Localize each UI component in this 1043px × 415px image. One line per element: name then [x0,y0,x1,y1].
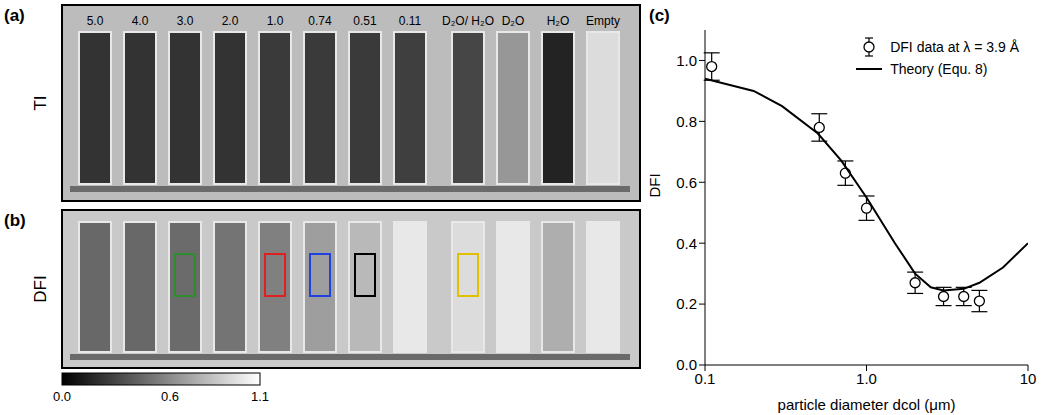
svg-text:0.8: 0.8 [676,113,697,130]
html-text:DFI data at λ = 3.9 Å: DFI data at λ = 3.9 Å [890,39,1019,55]
svg-text:0.0: 0.0 [676,356,697,373]
svg-text:1.0: 1.0 [267,14,284,28]
svg-text:5.0: 5.0 [87,14,104,28]
svg-text:0.1: 0.1 [695,370,716,387]
svg-text:1.1: 1.1 [251,389,269,404]
svg-text:10: 10 [1020,370,1037,387]
svg-text:0.11: 0.11 [399,14,422,28]
svg-text:H₂O: H₂O [547,14,570,28]
svg-text:2.0: 2.0 [222,14,239,28]
svg-text:D₂O/ H₂O: D₂O/ H₂O [442,14,494,28]
svg-text:0.2: 0.2 [676,295,697,312]
html-text:(c): (c) [649,6,670,25]
svg-text:0.74: 0.74 [308,14,332,28]
svg-text:0.0: 0.0 [53,389,71,404]
svg-text:0.6: 0.6 [161,389,179,404]
svg-text:(b): (b) [4,211,26,230]
svg-text:Empty: Empty [586,14,620,28]
html-text:Theory (Equ. 8): Theory (Equ. 8) [890,61,988,77]
svg-text:0.4: 0.4 [676,235,697,252]
svg-text:D₂O: D₂O [502,14,525,28]
svg-text:DFI: DFI [646,173,663,197]
svg-text:0.6: 0.6 [676,174,697,191]
svg-text:3.0: 3.0 [177,14,194,28]
svg-text:0.51: 0.51 [353,14,377,28]
svg-text:1.0: 1.0 [856,370,877,387]
svg-text:(a): (a) [4,6,25,25]
svg-text:4.0: 4.0 [132,14,149,28]
svg-text:particle diameter dcol (μm): particle diameter dcol (μm) [778,396,956,413]
svg-text:TI: TI [31,95,50,110]
svg-text:DFI: DFI [31,275,50,302]
svg-text:1.0: 1.0 [676,52,697,69]
